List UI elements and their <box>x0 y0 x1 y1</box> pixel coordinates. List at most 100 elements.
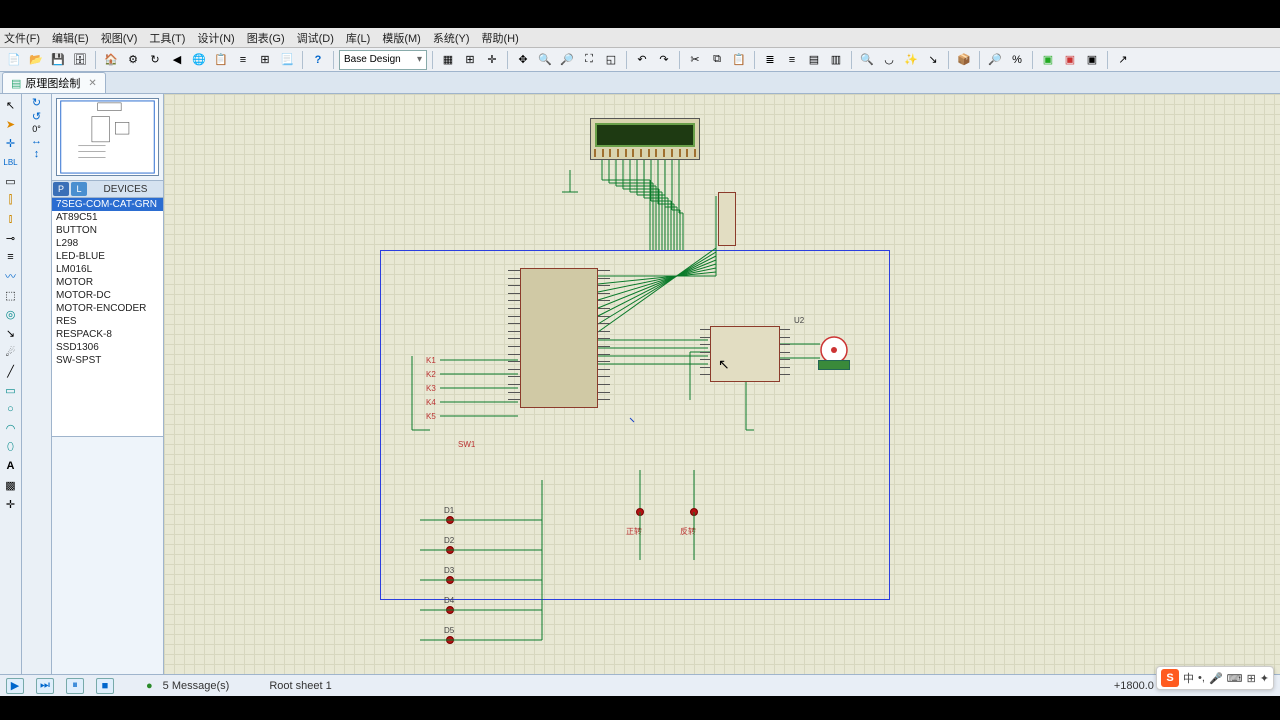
refresh-icon[interactable]: ↻ <box>145 50 165 70</box>
align2-icon[interactable]: ≡ <box>782 50 802 70</box>
select-icon[interactable]: ↖ <box>2 96 20 114</box>
globe-icon[interactable]: 🌐 <box>189 50 209 70</box>
rot-cw-icon[interactable]: ↻ <box>32 96 41 109</box>
probe-v-icon[interactable]: ↘ <box>2 324 20 342</box>
close-icon[interactable]: ✕ <box>88 78 96 89</box>
led[interactable] <box>636 508 644 516</box>
pan-icon[interactable]: ✥ <box>513 50 533 70</box>
design-combo[interactable]: Base Design <box>339 50 427 70</box>
junction-icon[interactable]: ✛ <box>2 134 20 152</box>
zoomfit-icon[interactable]: ⛶ <box>579 50 599 70</box>
label-icon[interactable]: LBL <box>2 153 20 171</box>
zoomin-icon[interactable]: 🔍 <box>535 50 555 70</box>
line-icon[interactable]: ╱ <box>2 362 20 380</box>
menu-item[interactable]: 调试(D) <box>297 30 334 46</box>
paste-icon[interactable]: 📋 <box>729 50 749 70</box>
graph-icon[interactable]: 〰 <box>2 267 20 285</box>
save-icon[interactable]: 💾 <box>48 50 68 70</box>
led[interactable] <box>446 636 454 644</box>
device-item[interactable]: RESPACK-8 <box>52 328 163 341</box>
device-item[interactable]: MOTOR-ENCODER <box>52 302 163 315</box>
home-icon[interactable]: 🏠 <box>101 50 121 70</box>
device-item[interactable]: BUTTON <box>52 224 163 237</box>
ime-grid-icon[interactable]: ⊞ <box>1247 672 1256 685</box>
bus-icon[interactable]: ⫿ <box>2 191 20 209</box>
device-item[interactable]: AT89C51 <box>52 211 163 224</box>
redo-icon[interactable]: ↷ <box>654 50 674 70</box>
symbol-icon[interactable]: ▩ <box>2 476 20 494</box>
messages-label[interactable]: 5 Message(s) <box>163 680 230 692</box>
led[interactable] <box>446 546 454 554</box>
device-item[interactable]: SW-SPST <box>52 354 163 367</box>
device-item[interactable]: SSD1306 <box>52 341 163 354</box>
arc-icon[interactable]: ◡ <box>879 50 899 70</box>
led[interactable] <box>446 576 454 584</box>
mcu-chip[interactable] <box>520 268 598 408</box>
subckt-icon[interactable]: ⫾ <box>2 210 20 228</box>
del-icon[interactable]: ▣ <box>1060 50 1080 70</box>
grid-icon[interactable]: ⊞ <box>255 50 275 70</box>
ime-bar[interactable]: S 中 •, 🎤 ⌨ ⊞ ✦ <box>1156 666 1274 690</box>
device-item[interactable]: 7SEG-COM-CAT-GRN <box>52 198 163 211</box>
pick-l-icon[interactable]: L <box>71 182 87 196</box>
doc-icon[interactable]: 📃 <box>277 50 297 70</box>
menu-item[interactable]: 模版(M) <box>382 30 421 46</box>
align1-icon[interactable]: ≣ <box>760 50 780 70</box>
menu-item[interactable]: 设计(N) <box>197 30 234 46</box>
menu-item[interactable]: 图表(G) <box>247 30 285 46</box>
saveall-icon[interactable]: 🗄 <box>70 50 90 70</box>
pin-icon[interactable]: ≡ <box>2 248 20 266</box>
component-icon[interactable]: ⚙ <box>123 50 143 70</box>
flip-v-icon[interactable]: ↕ <box>34 148 40 160</box>
terminal-icon[interactable]: ⊸ <box>2 229 20 247</box>
pause-icon[interactable]: ⏸ <box>66 678 84 694</box>
help-icon[interactable]: ? <box>308 50 328 70</box>
ime-kb-icon[interactable]: ⌨ <box>1227 672 1243 685</box>
component-mode-icon[interactable]: ➤ <box>2 115 20 133</box>
sheet-icon[interactable]: ▦ <box>438 50 458 70</box>
ime-cfg-icon[interactable]: ✦ <box>1260 672 1269 685</box>
devices-list[interactable]: 7SEG-COM-CAT-GRNAT89C51BUTTONL298LED-BLU… <box>52 198 163 437</box>
schematic-canvas[interactable]: K1K2K3K4K5SW1D1D2D3D4D5正转反转U2↖ <box>164 94 1280 674</box>
tape-icon[interactable]: ⬚ <box>2 286 20 304</box>
msg-icon[interactable]: ● <box>146 680 153 692</box>
generator-icon[interactable]: ◎ <box>2 305 20 323</box>
flip-h-icon[interactable]: ↔ <box>31 135 42 147</box>
menu-item[interactable]: 视图(V) <box>101 30 138 46</box>
driver-chip[interactable] <box>710 326 780 382</box>
rect-icon[interactable]: ▭ <box>2 381 20 399</box>
szoom-icon[interactable]: 🔍 <box>857 50 877 70</box>
export-icon[interactable]: ↗ <box>1113 50 1133 70</box>
ime-mode[interactable]: 中 <box>1183 670 1194 686</box>
menu-item[interactable]: 库(L) <box>346 30 370 46</box>
step-icon[interactable]: ⏭ <box>36 678 54 694</box>
marker-icon[interactable]: ✛ <box>2 495 20 513</box>
clipboard-icon[interactable]: 📋 <box>211 50 231 70</box>
textA-icon[interactable]: A <box>2 457 20 475</box>
path-icon[interactable]: ⬯ <box>2 438 20 456</box>
overview-minimap[interactable] <box>56 98 159 176</box>
device-item[interactable]: LED-BLUE <box>52 250 163 263</box>
pick-p-icon[interactable]: P <box>53 182 69 196</box>
device-item[interactable]: MOTOR <box>52 276 163 289</box>
text-icon[interactable]: ▭ <box>2 172 20 190</box>
ime-punct[interactable]: •, <box>1198 672 1205 684</box>
cfg-icon[interactable]: ▣ <box>1082 50 1102 70</box>
find-icon[interactable]: 🔎 <box>985 50 1005 70</box>
respack[interactable] <box>718 192 736 246</box>
wand-icon[interactable]: ✨ <box>901 50 921 70</box>
device-item[interactable]: MOTOR-DC <box>52 289 163 302</box>
align4-icon[interactable]: ▥ <box>826 50 846 70</box>
instrument-icon[interactable]: ☄ <box>2 343 20 361</box>
led[interactable] <box>690 508 698 516</box>
device-item[interactable]: L298 <box>52 237 163 250</box>
ruler-icon[interactable]: % <box>1007 50 1027 70</box>
open-icon[interactable]: 📂 <box>26 50 46 70</box>
play-icon[interactable]: ▶ <box>6 678 24 694</box>
zoomarea-icon[interactable]: ◱ <box>601 50 621 70</box>
gridtoggle-icon[interactable]: ⊞ <box>460 50 480 70</box>
zoomout-icon[interactable]: 🔎 <box>557 50 577 70</box>
arc2-icon[interactable]: ◠ <box>2 419 20 437</box>
menu-item[interactable]: 系统(Y) <box>433 30 470 46</box>
ime-mic-icon[interactable]: 🎤 <box>1209 672 1223 685</box>
